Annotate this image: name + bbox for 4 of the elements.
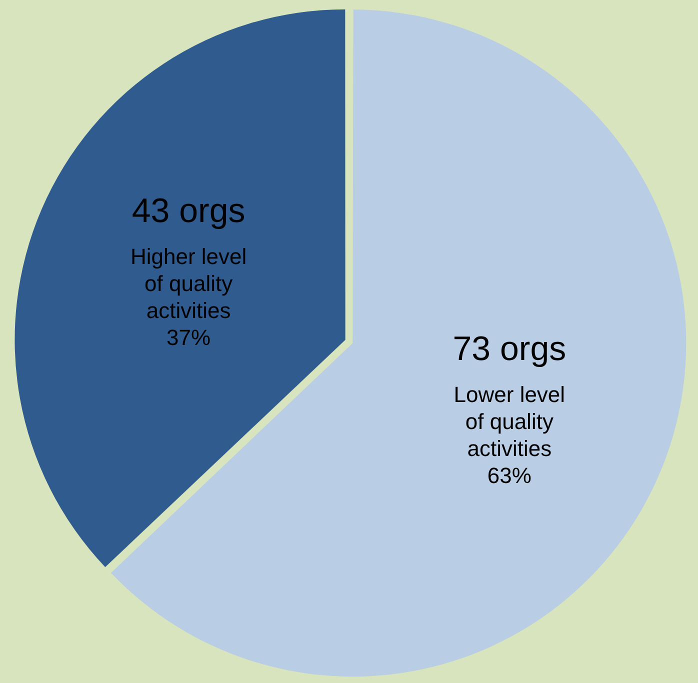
data-label: 43 orgs xyxy=(132,192,246,230)
data-label: 73 orgs xyxy=(452,330,566,368)
slice-label: Lower level of quality activities 63% xyxy=(454,382,566,488)
slice-label: Higher level of quality activities 37% xyxy=(130,244,247,350)
